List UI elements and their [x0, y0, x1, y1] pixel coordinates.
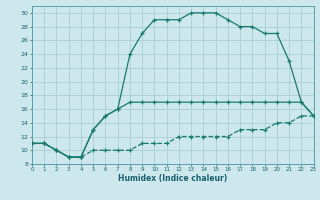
X-axis label: Humidex (Indice chaleur): Humidex (Indice chaleur) [118, 174, 228, 183]
